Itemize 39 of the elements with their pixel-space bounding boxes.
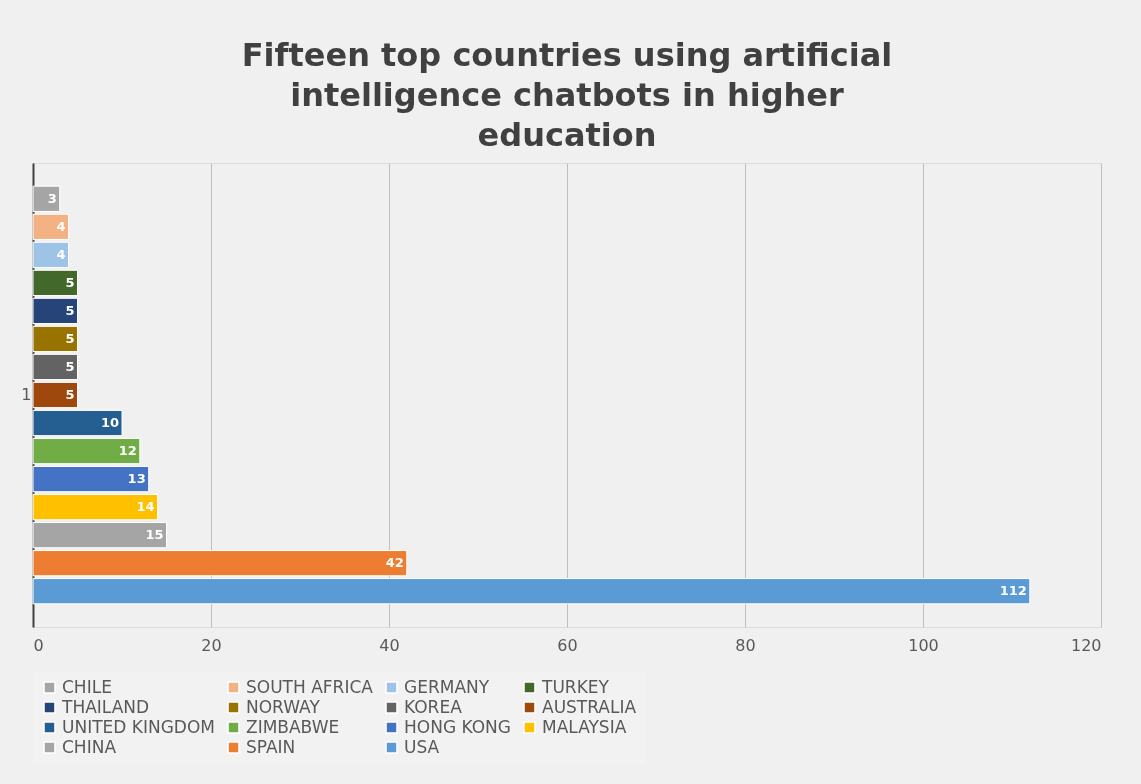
data-label: 42 (385, 555, 404, 571)
x-tick-label: 120 (1070, 635, 1102, 655)
data-label: 5 (65, 387, 75, 402)
legend-label: AUSTRALIA (542, 696, 637, 717)
data-label: 12 (118, 443, 137, 459)
legend-label: HONG KONG (404, 716, 511, 737)
data-label: 5 (65, 274, 75, 290)
x-tick-label: 100 (908, 635, 939, 655)
x-tick-label: 60 (557, 635, 578, 655)
data-label: 4 (56, 218, 66, 234)
data-label: 5 (65, 330, 75, 346)
legend-label: CHINA (62, 736, 117, 757)
data-label: 4 (56, 246, 66, 262)
y-tick-label: 1 (21, 385, 32, 404)
data-label: 14 (136, 499, 155, 515)
data-label: 5 (65, 358, 75, 374)
legend-label: NORWAY (246, 696, 321, 717)
legend-label: MALAYSIA (542, 716, 627, 737)
x-tick-label: 80 (735, 635, 756, 655)
legend-label: SPAIN (246, 736, 296, 757)
legend-label: USA (404, 736, 440, 757)
legend-label: SOUTH AFRICA (246, 676, 374, 697)
data-label: 112 (999, 583, 1027, 599)
legend-label: GERMANY (404, 676, 490, 697)
legend-label: THAILAND (61, 696, 150, 717)
data-label: 13 (127, 471, 146, 487)
x-tick-label: 0 (33, 635, 44, 655)
x-tick-label: 40 (379, 635, 400, 655)
data-label: 15 (145, 527, 164, 543)
legend-label: ZIMBABWE (246, 716, 340, 737)
data-label: 3 (47, 190, 57, 206)
x-tick-label: 20 (201, 635, 222, 655)
legend-label: TURKEY (541, 676, 610, 697)
legend-label: UNITED KINGDOM (62, 716, 215, 737)
legend-label: KOREA (404, 696, 463, 717)
data-label: 5 (65, 302, 75, 318)
data-label: 10 (100, 415, 119, 431)
legend-label: CHILE (62, 676, 112, 697)
chart-title: Fifteen top countries using artificial intelligence chatbots in higher education (241, 36, 893, 154)
